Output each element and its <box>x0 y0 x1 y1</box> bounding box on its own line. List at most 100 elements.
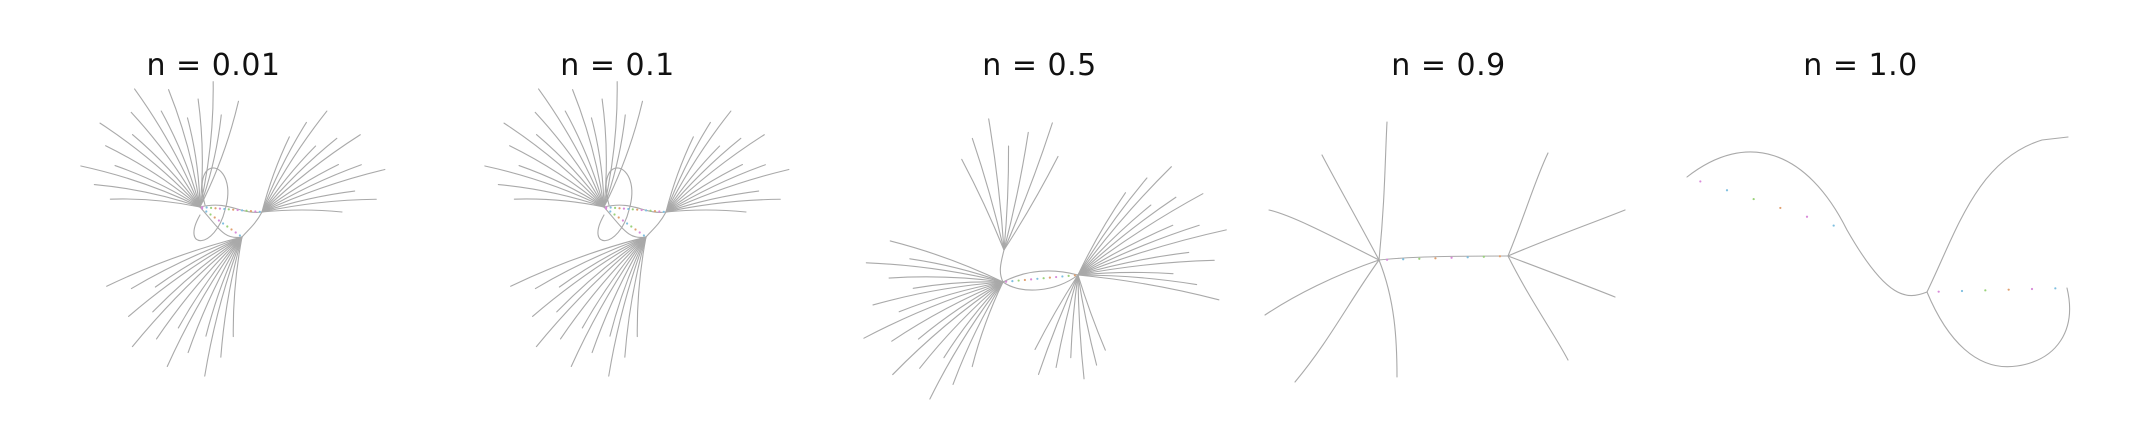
point-marker <box>209 213 212 216</box>
point-marker <box>2030 287 2034 291</box>
branch-line <box>205 236 243 337</box>
panel-title: n = 0.5 <box>982 48 1097 83</box>
branch-line <box>1378 121 1388 261</box>
branch-line <box>261 209 343 213</box>
point-marker <box>618 207 621 210</box>
branch-line <box>1264 259 1380 316</box>
branch-line <box>889 240 1004 283</box>
point-marker <box>245 209 248 212</box>
branch-line <box>160 110 201 208</box>
point-marker <box>234 231 237 234</box>
branch-line <box>1077 274 1198 286</box>
point-marker <box>1418 257 1421 260</box>
tree-embedding-plot <box>1264 121 1626 383</box>
point-marker <box>1434 257 1437 260</box>
point-marker <box>1960 289 1964 293</box>
branch-line <box>531 236 647 317</box>
branch-line <box>1507 255 1616 298</box>
panel-n-1-0: n = 1.0 <box>1647 0 2074 439</box>
branch-line <box>241 211 263 238</box>
branch-line <box>534 111 605 208</box>
branch-line <box>865 262 1004 283</box>
point-marker <box>658 210 661 213</box>
branch-line <box>1077 259 1215 276</box>
branch-line <box>261 190 356 213</box>
branch-line <box>919 281 1004 369</box>
point-marker <box>644 209 648 212</box>
point-marker <box>217 219 220 222</box>
branch-line <box>665 121 711 213</box>
point-marker <box>214 207 217 210</box>
branch-line <box>1077 271 1174 276</box>
branch-line <box>193 167 229 242</box>
branch-line <box>872 281 1004 306</box>
branch-line <box>636 236 647 338</box>
branch-line <box>961 158 1005 251</box>
point-marker <box>640 208 643 212</box>
point-marker <box>1005 280 1008 283</box>
branch-line <box>261 110 328 213</box>
branch-line <box>665 198 781 213</box>
branch-line <box>988 118 1005 251</box>
branch-line <box>497 183 605 208</box>
point-marker <box>201 207 204 210</box>
point-marker <box>213 216 216 219</box>
point-marker <box>240 209 244 212</box>
branch-line <box>665 110 732 213</box>
branch-line <box>917 281 1004 340</box>
branch-line <box>152 236 243 313</box>
branch-line <box>261 136 290 213</box>
tree-embedding-plot <box>80 81 386 377</box>
branch-line <box>943 281 1004 359</box>
branch-line <box>105 145 201 208</box>
branch-line <box>665 190 760 213</box>
point-marker <box>638 231 641 234</box>
point-marker <box>222 222 225 225</box>
branch-line <box>891 281 1004 342</box>
branch-line <box>166 236 243 368</box>
branch-line <box>261 198 377 213</box>
branch-line <box>556 236 647 313</box>
panel-title: n = 0.9 <box>1391 48 1506 83</box>
branch-line <box>131 236 243 348</box>
point-marker <box>649 209 652 212</box>
branch-line <box>535 134 605 208</box>
panel-title: n = 0.1 <box>560 48 675 83</box>
branch-line <box>130 236 243 290</box>
point-marker <box>1402 258 1405 261</box>
point-marker <box>1699 180 1702 183</box>
branch-line <box>1926 287 2071 368</box>
point-marker <box>630 225 633 228</box>
branch-line <box>1378 259 1398 378</box>
branch-line <box>645 211 667 238</box>
branch-line <box>665 164 744 213</box>
branch-line <box>538 88 605 208</box>
branch-line <box>1003 122 1053 251</box>
branch-line <box>558 236 647 288</box>
point-marker <box>1042 277 1045 280</box>
branch-line <box>665 209 747 213</box>
point-marker <box>621 219 624 222</box>
point-marker <box>1805 215 1809 218</box>
branch-line <box>261 145 317 213</box>
branch-line <box>1003 155 1059 251</box>
branch-line <box>177 236 243 329</box>
point-marker <box>1011 280 1014 283</box>
branch-line <box>187 236 243 354</box>
point-marker <box>1061 275 1064 278</box>
branch-line <box>559 236 647 340</box>
branch-line <box>1294 259 1380 383</box>
point-marker <box>617 216 620 219</box>
branch-line <box>130 111 201 208</box>
branch-line <box>603 206 647 239</box>
point-marker <box>232 208 235 211</box>
point-marker <box>653 210 657 213</box>
point-marker <box>236 208 239 212</box>
branch-line <box>114 165 201 208</box>
branch-line <box>590 117 605 208</box>
branch-line <box>131 134 201 208</box>
branch-line <box>603 100 644 208</box>
branch-line <box>1686 151 1928 297</box>
branch-line <box>1077 224 1174 276</box>
branch-line <box>888 276 1004 283</box>
